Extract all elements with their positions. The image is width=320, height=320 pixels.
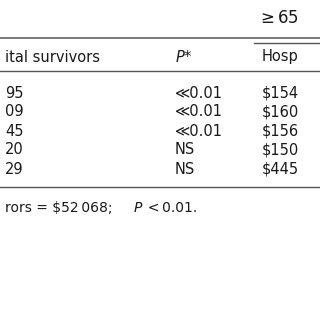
Text: $445: $445 <box>262 162 299 177</box>
Text: $\geq$65: $\geq$65 <box>257 9 299 27</box>
Text: ≪0.01: ≪0.01 <box>175 105 223 119</box>
Text: $154: $154 <box>262 85 299 100</box>
Text: Hosp: Hosp <box>262 50 299 65</box>
Text: 09: 09 <box>5 105 24 119</box>
Text: NS: NS <box>175 142 195 157</box>
Text: $\it{P}$*: $\it{P}$* <box>175 49 193 65</box>
Text: $156: $156 <box>262 124 299 139</box>
Text: $150: $150 <box>262 142 299 157</box>
Text: $\it{P}$: $\it{P}$ <box>133 201 143 215</box>
Text: < 0.01.: < 0.01. <box>145 201 197 215</box>
Text: ≪0.01: ≪0.01 <box>175 85 223 100</box>
Text: 29: 29 <box>5 162 24 177</box>
Text: rors = $52 068;: rors = $52 068; <box>5 201 113 215</box>
Text: 95: 95 <box>5 85 23 100</box>
Text: ital survivors: ital survivors <box>5 50 100 65</box>
Text: ≪0.01: ≪0.01 <box>175 124 223 139</box>
Text: NS: NS <box>175 162 195 177</box>
Text: 20: 20 <box>5 142 24 157</box>
Text: $160: $160 <box>262 105 299 119</box>
Text: 45: 45 <box>5 124 23 139</box>
